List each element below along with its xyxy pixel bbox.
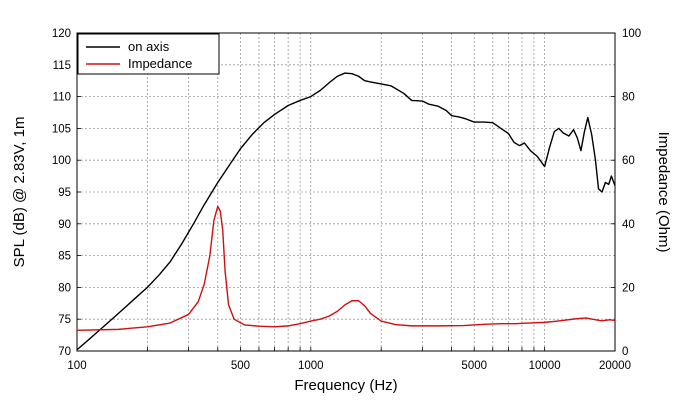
x-tick-label: 10000 (529, 360, 561, 372)
x-tick-label: 1000 (298, 360, 324, 372)
y-left-tick-label: 110 (53, 92, 71, 104)
x-axis-label: Frequency (Hz) (294, 377, 397, 394)
y-right-tick-label: 20 (622, 282, 635, 294)
y-left-tick-label: 100 (52, 155, 71, 167)
y-right-tick-label: 80 (622, 92, 635, 104)
y-left-tick-label: 115 (53, 60, 71, 72)
legend-label-on-axis: on axis (128, 39, 170, 54)
y-left-tick-label: 85 (58, 251, 71, 263)
y-axis-right-label: Impedance (Ohm) (655, 132, 672, 253)
series-line-on-axis (76, 72, 616, 351)
y-axis-left-label: SPL (dB) @ 2.83V, 1m (11, 117, 28, 268)
y-right-tick-label: 60 (622, 155, 635, 167)
y-left-tick-label: 75 (58, 314, 71, 326)
axis-ticks: 100 500 1000 5000 10000 200007075808590951001… (52, 28, 641, 372)
y-right-tick-label: 40 (622, 219, 635, 231)
y-left-tick-label: 90 (58, 219, 71, 231)
y-left-tick-label: 105 (52, 123, 71, 135)
y-left-tick-label: 120 (52, 28, 71, 40)
x-tick-label: 500 (231, 360, 250, 372)
legend-label-impedance: Impedance (128, 56, 192, 71)
y-right-tick-label: 100 (622, 28, 641, 40)
x-tick-label: 5000 (461, 360, 487, 372)
x-tick-label: 20000 (599, 360, 631, 372)
grid (77, 33, 616, 351)
y-right-tick-label: 0 (622, 346, 628, 358)
y-left-tick-label: 95 (58, 187, 71, 199)
y-left-tick-label: 80 (58, 282, 71, 294)
x-tick-label: 100 (67, 360, 86, 372)
series-line-impedance (76, 205, 616, 332)
legend-box (77, 33, 220, 75)
legend: on axis Impedance (77, 33, 220, 75)
series-lines (76, 72, 616, 351)
y-left-tick-label: 70 (58, 346, 71, 358)
